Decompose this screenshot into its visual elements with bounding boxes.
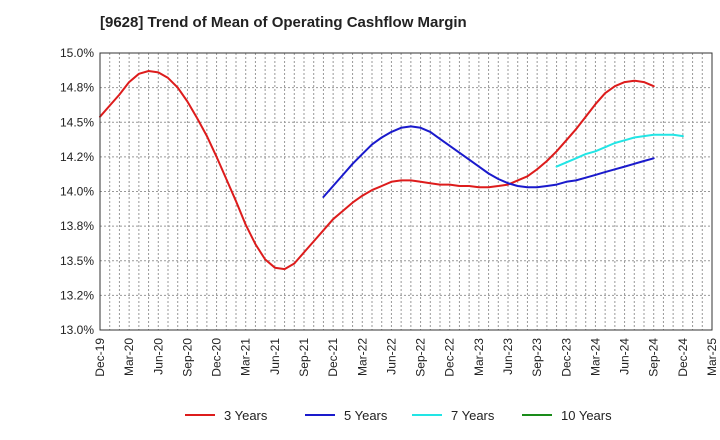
x-tick-label: Mar-20: [122, 338, 136, 376]
x-tick-label: Dec-20: [210, 338, 224, 377]
y-tick-label: 14.5%: [60, 115, 94, 129]
chart-title: [9628] Trend of Mean of Operating Cashfl…: [100, 14, 467, 31]
y-tick-label: 13.5%: [60, 254, 94, 268]
axis-labels: 13.0% 13.2% 13.5% 13.8% 14.0% 14.2% 14.5% 14.8%…: [60, 46, 719, 377]
x-tick-label: Dec-21: [326, 338, 340, 377]
y-tick-label: 15.0%: [60, 46, 94, 60]
legend-label-5-years: 5 Years: [344, 408, 388, 423]
legend-label-7-years: 7 Years: [451, 408, 495, 423]
x-tick-label: Sep-23: [530, 338, 544, 377]
series-lines: [99, 70, 684, 271]
x-tick-label: Sep-24: [647, 338, 661, 377]
x-tick-label: Sep-21: [297, 338, 311, 377]
y-tick-label: 13.8%: [60, 219, 94, 233]
x-tick-label: Dec-23: [559, 338, 573, 377]
grid-lines: [99, 52, 713, 331]
series-line-7-years: [555, 133, 684, 168]
y-tick-label: 14.0%: [60, 185, 94, 199]
x-tick-label: Dec-19: [93, 338, 107, 377]
x-tick-label: Jun-21: [268, 338, 282, 375]
legend-label-10-years: 10 Years: [561, 408, 612, 423]
x-tick-label: Jun-24: [618, 338, 632, 375]
y-tick-label: 14.2%: [60, 150, 94, 164]
x-tick-label: Jun-23: [501, 338, 515, 375]
x-tick-label: Mar-23: [472, 338, 486, 376]
legend-label-3-years: 3 Years: [224, 408, 268, 423]
y-tick-label: 14.8%: [60, 81, 94, 95]
series-line-5-years: [322, 125, 655, 198]
x-tick-label: Mar-22: [355, 338, 369, 376]
series-line-3-years: [99, 70, 655, 271]
x-tick-label: Jun-22: [384, 338, 398, 375]
x-tick-label: Sep-20: [180, 338, 194, 377]
x-tick-label: Mar-24: [588, 338, 602, 376]
plot-frame: [99, 52, 713, 331]
x-tick-label: Jun-20: [151, 338, 165, 375]
y-tick-label: 13.2%: [60, 288, 94, 302]
x-tick-label: Mar-21: [239, 338, 253, 376]
y-tick-label: 13.0%: [60, 323, 94, 337]
x-tick-label: Mar-25: [705, 338, 719, 376]
x-tick-label: Sep-22: [414, 338, 428, 377]
x-tick-label: Dec-24: [676, 338, 690, 377]
x-tick-label: Dec-22: [443, 338, 457, 377]
legend: 3 Years 5 Years 7 Years 10 Years: [185, 408, 612, 423]
